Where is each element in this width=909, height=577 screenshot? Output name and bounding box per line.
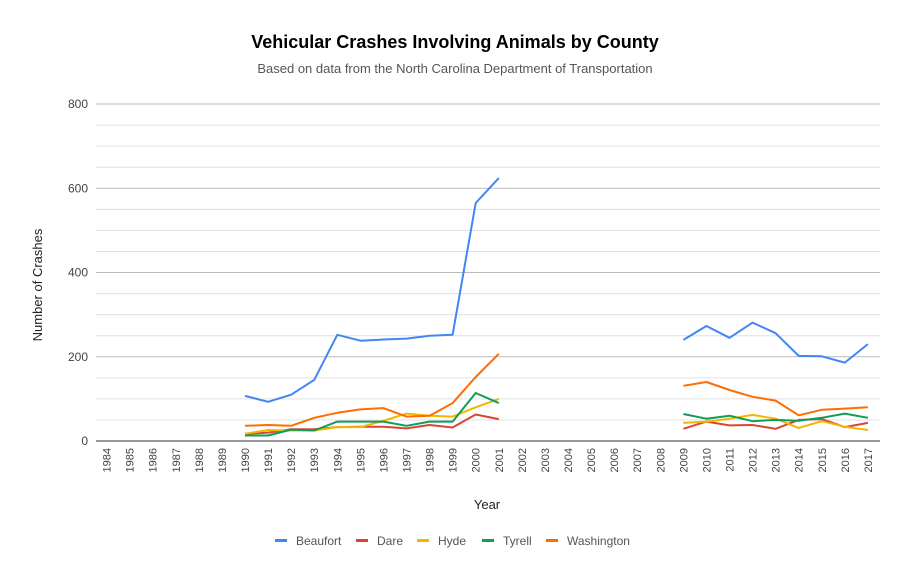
x-tick-label: 1989: [217, 448, 229, 472]
legend-swatch-tyrell: [482, 539, 494, 542]
x-tick-label: 2010: [701, 448, 713, 472]
y-tick-label: 200: [68, 350, 88, 364]
x-tick-label: 2001: [494, 448, 506, 472]
x-tick-label: 1997: [402, 448, 414, 472]
x-tick-label: 2009: [678, 448, 690, 472]
x-tick-label: 2002: [517, 448, 529, 472]
x-tick-label: 2013: [771, 448, 783, 472]
x-tick-label: 1984: [102, 448, 114, 472]
y-tick-label: 600: [68, 181, 88, 195]
legend-label-beaufort: Beaufort: [296, 534, 342, 548]
legend-swatch-washington: [546, 539, 558, 542]
chart-title: Vehicular Crashes Involving Animals by C…: [251, 32, 658, 52]
legend-label-tyrell: Tyrell: [503, 534, 532, 548]
series-line-washington: [244, 353, 868, 427]
x-tick-label: 1991: [263, 448, 275, 472]
x-tick-label: 2006: [609, 448, 621, 472]
x-tick-label: 2014: [794, 448, 806, 472]
x-tick-label: 1986: [148, 448, 160, 472]
x-tick-label: 2017: [863, 448, 875, 472]
y-tick-label: 400: [68, 266, 88, 280]
legend-swatch-dare: [356, 539, 368, 542]
y-tick-label: 0: [81, 434, 88, 448]
x-tick-label: 2015: [817, 448, 829, 472]
x-tick-label: 1998: [425, 448, 437, 472]
legend-label-hyde: Hyde: [438, 534, 466, 548]
x-axis-label: Year: [474, 497, 501, 512]
legend-label-washington: Washington: [567, 534, 630, 548]
x-tick-label: 1999: [448, 448, 460, 472]
x-tick-label: 1995: [355, 448, 367, 472]
legend-label-dare: Dare: [377, 534, 403, 548]
x-tick-label: 1990: [240, 448, 252, 472]
x-tick-label: 1993: [309, 448, 321, 472]
x-tick-label: 2016: [840, 448, 852, 472]
x-tick-label: 2011: [724, 448, 736, 472]
x-tick-label: 1988: [194, 448, 206, 472]
series-line-tyrell: [245, 392, 869, 437]
x-tick-label: 2007: [632, 448, 644, 472]
x-tick-label: 1992: [286, 448, 298, 472]
legend-swatch-hyde: [417, 539, 429, 542]
chart-subtitle: Based on data from the North Carolina De…: [257, 61, 652, 76]
x-tick-label: 1987: [171, 448, 183, 472]
series-line-dare: [244, 413, 869, 435]
x-tick-label: 2000: [471, 448, 483, 472]
x-tick-label: 2008: [655, 448, 667, 472]
x-tick-label: 2003: [540, 448, 552, 472]
x-tick-label: 1985: [125, 448, 137, 472]
series-line-beaufort: [244, 177, 869, 403]
x-tick-label: 1996: [378, 448, 390, 472]
y-axis-label: Number of Crashes: [30, 228, 45, 341]
x-tick-label: 2004: [563, 448, 575, 472]
legend-swatch-beaufort: [275, 539, 287, 542]
x-tick-label: 1994: [332, 448, 344, 472]
x-tick-label: 2005: [586, 448, 598, 472]
y-tick-label: 800: [68, 97, 88, 111]
x-tick-label: 2012: [748, 448, 760, 472]
